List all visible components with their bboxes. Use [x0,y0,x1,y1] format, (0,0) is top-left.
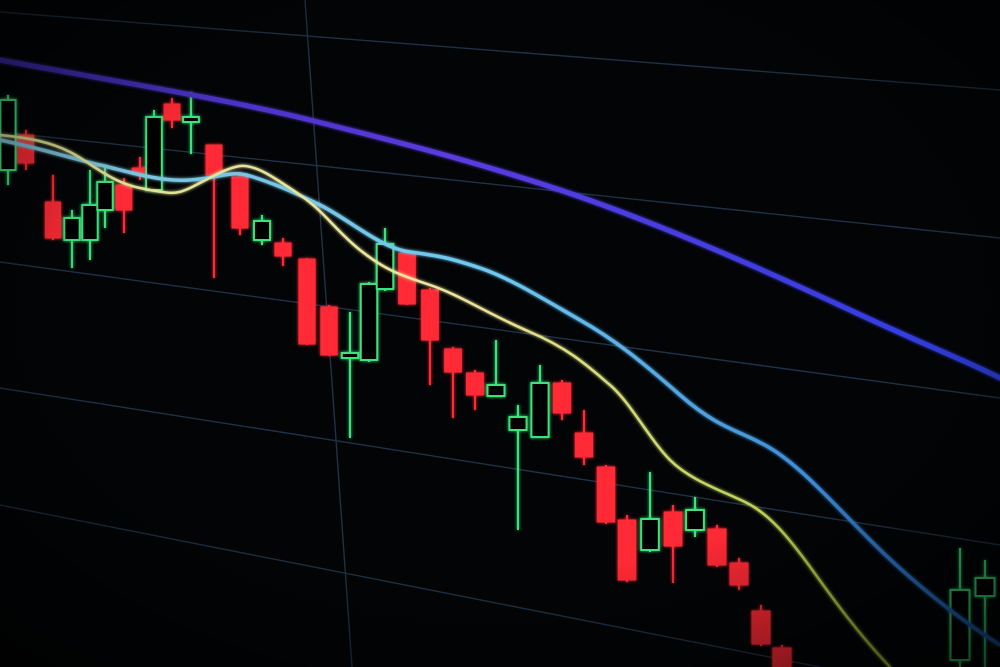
page: {} [0,0,1000,667]
screen-photo [0,0,1000,667]
vignette [0,0,1000,667]
